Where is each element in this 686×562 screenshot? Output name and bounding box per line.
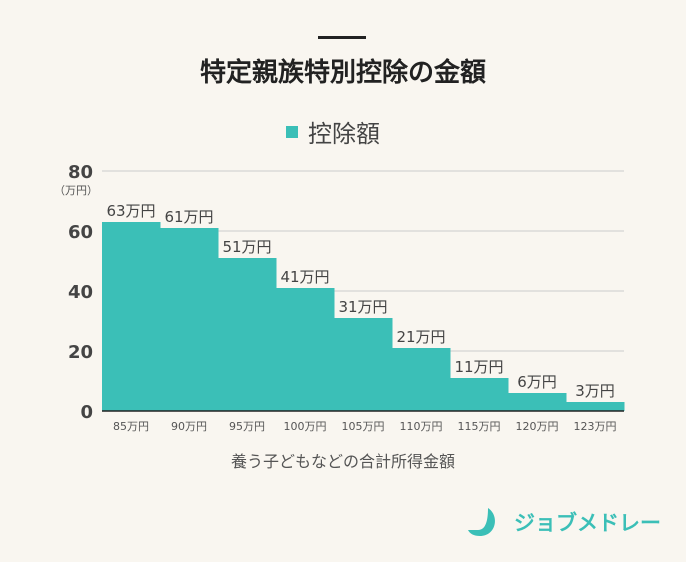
data-label: 6万円 xyxy=(517,373,557,391)
x-tick-label: 90万円 xyxy=(171,420,207,433)
bar xyxy=(218,258,277,411)
legend: 控除額 xyxy=(286,114,380,149)
brand-logo: ジョブメドレー xyxy=(466,506,661,538)
data-label: 31万円 xyxy=(338,298,387,316)
bar xyxy=(508,393,567,411)
x-tick-label: 105万円 xyxy=(342,420,385,433)
y-tick-label: 20 xyxy=(68,342,93,363)
bar xyxy=(160,228,219,411)
legend-swatch xyxy=(286,125,298,138)
x-tick-label: 85万円 xyxy=(113,420,149,433)
y-tick-label: 60 xyxy=(68,222,93,243)
data-label: 11万円 xyxy=(454,358,503,376)
y-tick-label: 0 xyxy=(80,402,93,423)
bar xyxy=(566,402,625,411)
y-tick-label: 80 xyxy=(68,162,93,183)
x-tick-label: 115万円 xyxy=(458,420,501,433)
legend-label: 控除額 xyxy=(308,120,380,148)
brand-name: ジョブメドレー xyxy=(514,511,661,535)
chart-title: 特定親族特別控除の金額 xyxy=(199,58,486,88)
data-label: 63万円 xyxy=(106,202,155,220)
bar xyxy=(450,378,509,411)
data-label: 51万円 xyxy=(222,238,271,256)
bar xyxy=(276,288,335,411)
title-decoration xyxy=(318,36,366,39)
brand-mark-icon xyxy=(468,508,495,536)
y-axis-unit: （万円） xyxy=(54,184,98,197)
x-tick-label: 123万円 xyxy=(574,420,617,433)
bar xyxy=(392,348,451,411)
data-label: 41万円 xyxy=(280,268,329,286)
x-tick-label: 110万円 xyxy=(400,420,443,433)
data-label: 61万円 xyxy=(164,208,213,226)
x-tick-label: 95万円 xyxy=(229,420,265,433)
bar xyxy=(334,318,393,411)
x-tick-label: 100万円 xyxy=(284,420,327,433)
y-tick-label: 40 xyxy=(68,282,93,303)
bar xyxy=(102,222,161,411)
x-tick-label: 120万円 xyxy=(516,420,559,433)
data-label: 3万円 xyxy=(575,382,615,400)
x-axis-label: 養う子どもなどの合計所得金額 xyxy=(230,452,455,471)
data-label: 21万円 xyxy=(396,328,445,346)
